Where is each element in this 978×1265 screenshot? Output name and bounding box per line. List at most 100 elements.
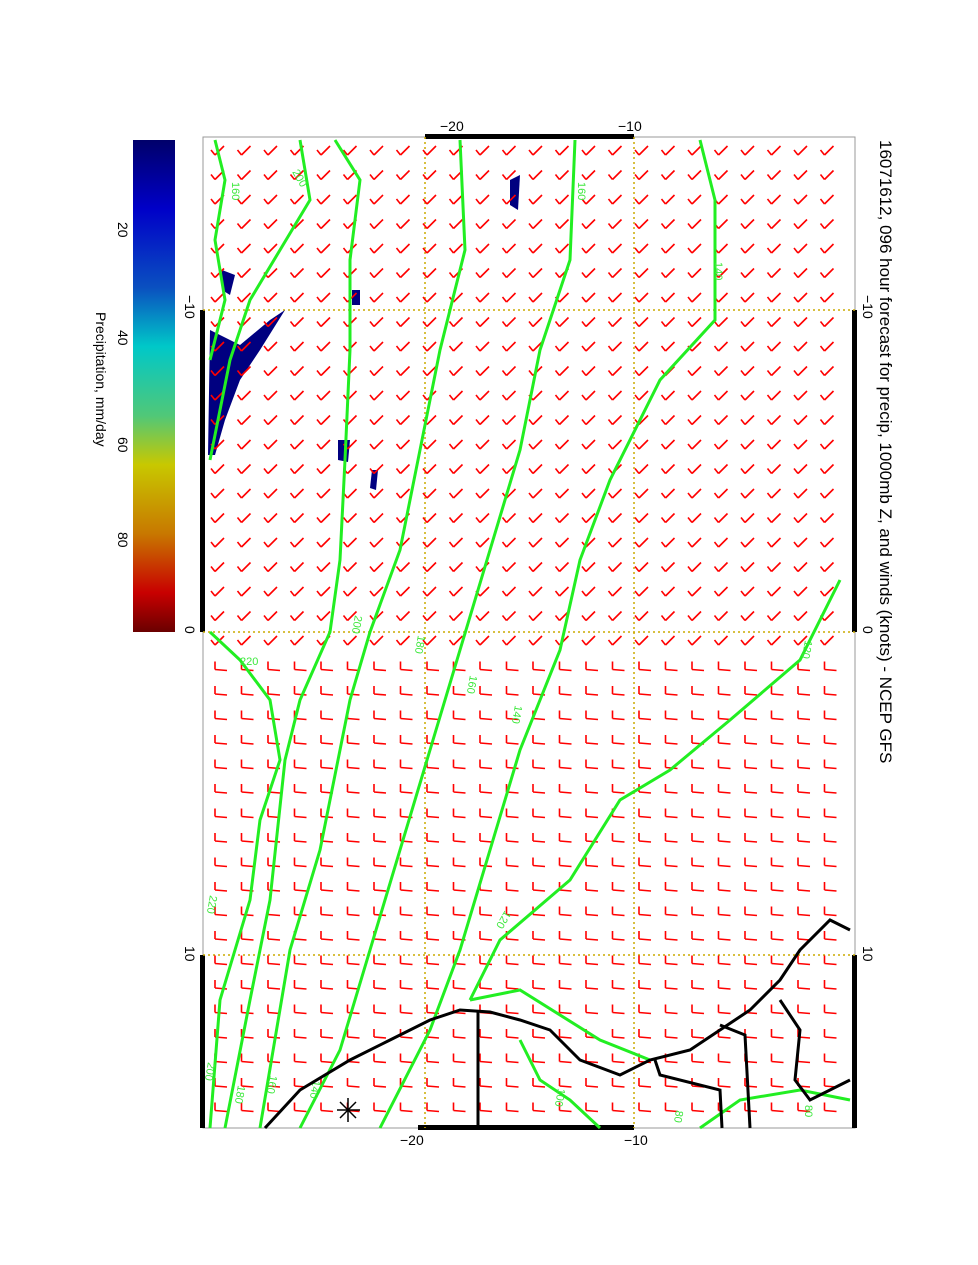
wind-barb — [263, 586, 278, 597]
wind-barb — [717, 882, 731, 892]
wind-barb — [611, 686, 625, 696]
wind-barb — [267, 661, 281, 672]
wind-barb — [210, 586, 225, 597]
wind-barb — [293, 1053, 307, 1064]
wind-barb — [691, 906, 705, 917]
wind-barb — [263, 537, 278, 548]
wind-barb — [823, 735, 837, 745]
wind-barb — [766, 267, 782, 279]
wind-barb — [289, 316, 305, 328]
wind-barb — [263, 292, 278, 303]
wind-barb — [611, 759, 625, 770]
wind-barb — [744, 784, 758, 794]
wind-barb — [479, 1102, 493, 1113]
wind-barb — [505, 955, 519, 966]
wind-barb — [422, 169, 437, 181]
wind-barb — [346, 955, 360, 966]
wind-barb — [607, 561, 623, 573]
wind-barb — [766, 243, 782, 254]
wind-barb — [236, 512, 252, 524]
wind-barb — [373, 1004, 387, 1015]
wind-barb — [691, 1004, 705, 1015]
wind-barb — [369, 169, 384, 181]
wind-barb — [214, 710, 228, 721]
wind-barb — [634, 561, 649, 573]
wind-barb — [717, 980, 731, 990]
wind-barb — [660, 439, 676, 450]
wind-barb — [740, 218, 755, 230]
wind-barb — [793, 267, 808, 279]
wind-barb — [766, 341, 782, 352]
wind-barb — [819, 145, 835, 156]
wind-barb — [448, 365, 464, 377]
wind-barb — [585, 808, 599, 819]
wind-barb — [554, 243, 570, 254]
wind-barb — [638, 980, 652, 990]
wind-barb — [740, 488, 755, 499]
wind-barb — [797, 857, 811, 868]
wind-barb — [395, 243, 411, 254]
wind-barb — [395, 439, 411, 450]
wind-barb — [793, 145, 808, 156]
wind-barb — [660, 610, 676, 622]
wind-barb — [766, 169, 782, 181]
wind-barb — [479, 784, 493, 794]
wind-barb — [793, 365, 808, 377]
wind-barb — [611, 931, 625, 941]
wind-barb — [240, 784, 254, 794]
wind-barb — [797, 710, 811, 721]
wind-barb — [505, 808, 519, 819]
wind-barb — [263, 463, 278, 475]
wind-barb — [240, 808, 254, 819]
wind-barb — [210, 463, 225, 475]
wind-barb — [452, 808, 466, 819]
wind-barb — [581, 365, 596, 377]
wind-barb — [819, 439, 835, 450]
wind-barb — [664, 1102, 678, 1113]
wind-barb — [558, 735, 572, 745]
wind-barb — [770, 1029, 784, 1039]
wind-barb — [532, 759, 546, 770]
wind-barb — [426, 784, 440, 794]
wind-barb — [373, 784, 387, 794]
wind-barb — [713, 610, 729, 622]
wind-barb — [236, 267, 252, 279]
wind-barb — [638, 759, 652, 770]
wind-barb — [793, 169, 808, 181]
wind-barb — [687, 218, 702, 230]
wind-barb — [770, 710, 784, 721]
wind-barb — [819, 537, 835, 548]
wind-barb — [585, 906, 599, 917]
wind-barb — [766, 463, 782, 475]
wind-barb — [479, 1053, 493, 1064]
wind-barb — [740, 390, 755, 401]
wind-barb — [660, 341, 676, 352]
wind-barb — [744, 661, 758, 672]
wind-barb — [740, 341, 755, 352]
wind-barb — [607, 267, 623, 279]
wind-barb — [585, 1102, 599, 1113]
wind-barb — [740, 267, 755, 279]
wind-barb — [346, 808, 360, 819]
wind-barb — [717, 1053, 731, 1064]
wind-barb — [240, 759, 254, 770]
wind-barb — [664, 955, 678, 966]
wind-barb — [320, 1053, 334, 1064]
wind-barb — [448, 488, 464, 499]
wind-barb — [532, 808, 546, 819]
wind-barb — [766, 488, 782, 499]
wind-barb — [611, 710, 625, 721]
wind-barb — [634, 439, 649, 450]
wind-barb — [585, 955, 599, 966]
wind-barb — [475, 635, 490, 646]
wind-barb — [585, 784, 599, 794]
wind-barb — [691, 686, 705, 696]
wind-barb — [638, 906, 652, 917]
wind-barb — [214, 857, 228, 868]
wind-barb — [770, 1004, 784, 1015]
wind-barb — [263, 194, 278, 205]
wind-barb — [479, 906, 493, 917]
wind-barb — [554, 488, 570, 499]
wind-barb — [770, 906, 784, 917]
wind-barb — [448, 635, 464, 646]
